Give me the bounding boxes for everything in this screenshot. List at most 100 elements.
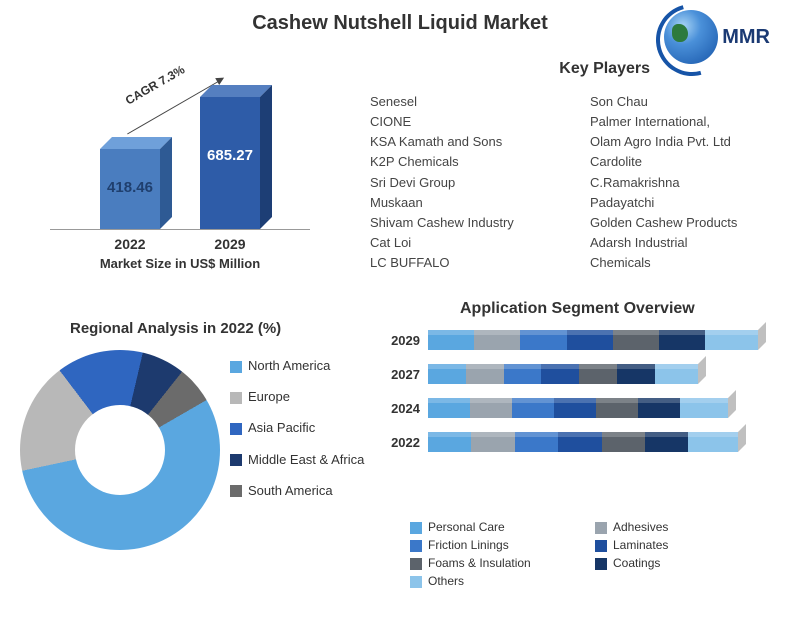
legend-label: Laminates (613, 538, 668, 552)
key-player-item: Padayatchi (590, 193, 780, 213)
legend-label: Coatings (613, 556, 660, 570)
app-row-2029: 2029 (380, 330, 780, 350)
app-row-2024: 2024 (380, 398, 780, 418)
key-player-item: Palmer International, (590, 112, 780, 132)
legend-label: Adhesives (613, 520, 668, 534)
key-player-item: LC BUFFALO (370, 253, 550, 273)
bar-segment (655, 364, 698, 384)
application-stacked-bar-chart: 2029 2027 2024 2022 (380, 330, 780, 466)
app-stacked-bar (428, 330, 758, 350)
key-player-item: Senesel (370, 92, 550, 112)
legend-label: Friction Linings (428, 538, 509, 552)
swatch-icon (230, 423, 242, 435)
key-player-item: Olam Agro India Pvt. Ltd (590, 132, 780, 152)
bar-segment (470, 398, 512, 418)
regional-legend: North America Europe Asia Pacific Middle Ea… (230, 350, 364, 506)
bar-segment (558, 432, 601, 452)
bar-segment (471, 432, 514, 452)
regional-donut-chart (20, 350, 220, 550)
legend-label: Personal Care (428, 520, 505, 534)
key-player-item: Cat Loi (370, 233, 550, 253)
bar-segment (645, 432, 688, 452)
donut-ring (20, 350, 220, 550)
legend-item: Coatings (595, 556, 780, 570)
bar-segment (428, 398, 470, 418)
bar-segment (613, 330, 659, 350)
app-year-label: 2029 (380, 333, 428, 348)
bar-segment (428, 432, 471, 452)
swatch-icon (410, 558, 422, 570)
swatch-icon (230, 392, 242, 404)
key-player-item: Chemicals (590, 253, 780, 273)
bar-segment (705, 330, 758, 350)
bar-segment (688, 432, 738, 452)
app-stacked-bar (428, 432, 738, 452)
swatch-icon (410, 576, 422, 588)
bar-segment (515, 432, 558, 452)
bar-segment (428, 330, 474, 350)
bar-segment (474, 330, 520, 350)
app-stacked-bar (428, 398, 728, 418)
key-players-col-1: SeneselCIONEKSA Kamath and SonsK2P Chemi… (370, 92, 550, 273)
donut-hole (75, 405, 165, 495)
legend-label: Foams & Insulation (428, 556, 531, 570)
bar-segment (466, 364, 504, 384)
bar-segment (602, 432, 645, 452)
legend-item: Others (410, 574, 595, 588)
bar-x-label: 2022 (100, 236, 160, 252)
bar-2022: 418.46 (100, 149, 160, 229)
legend-label: Europe (248, 389, 290, 404)
bar-segment (541, 364, 579, 384)
app-stacked-bar (428, 364, 698, 384)
bar-segment (638, 398, 680, 418)
bar-segment (596, 398, 638, 418)
bar-segment (504, 364, 542, 384)
key-players-heading: Key Players (559, 60, 650, 78)
bar-value-label: 685.27 (200, 147, 260, 164)
application-heading: Application Segment Overview (460, 300, 695, 318)
legend-item: Europe (230, 381, 364, 412)
cagr-label: CAGR 7.3% (123, 62, 187, 107)
bar-segment (680, 398, 728, 418)
app-year-label: 2022 (380, 435, 428, 450)
key-player-item: Son Chau (590, 92, 780, 112)
key-player-item: C.Ramakrishna (590, 173, 780, 193)
app-year-label: 2027 (380, 367, 428, 382)
swatch-icon (230, 454, 242, 466)
key-player-item: Muskaan (370, 193, 550, 213)
legend-label: Asia Pacific (248, 420, 315, 435)
application-legend: Personal Care Adhesives Friction Linings La… (410, 520, 780, 592)
legend-item: Friction Linings (410, 538, 595, 552)
key-player-item: CIONE (370, 112, 550, 132)
key-player-item: Shivam Cashew Industry (370, 213, 550, 233)
app-row-2022: 2022 (380, 432, 780, 452)
app-row-2027: 2027 (380, 364, 780, 384)
swatch-icon (410, 540, 422, 552)
swatch-icon (595, 558, 607, 570)
logo: MMR (664, 10, 770, 64)
legend-item: North America (230, 350, 364, 381)
logo-text: MMR (722, 26, 770, 49)
swatch-icon (230, 485, 242, 497)
swatch-icon (595, 540, 607, 552)
market-size-bar-chart: CAGR 7.3% 418.46685.27 Market Size in US… (50, 90, 310, 270)
bar-segment (567, 330, 613, 350)
key-player-item: KSA Kamath and Sons (370, 132, 550, 152)
bar-x-label: 2029 (200, 236, 260, 252)
legend-item: Foams & Insulation (410, 556, 595, 570)
legend-label: North America (248, 358, 330, 373)
key-player-item: Golden Cashew Products (590, 213, 780, 233)
swatch-icon (595, 522, 607, 534)
legend-item: Laminates (595, 538, 780, 552)
app-year-label: 2024 (380, 401, 428, 416)
bar-segment (520, 330, 566, 350)
legend-label: Middle East & Africa (248, 452, 364, 467)
legend-item: Middle East & Africa (230, 444, 364, 475)
key-players-col-2: Son ChauPalmer International,Olam Agro I… (590, 92, 780, 273)
legend-item: Asia Pacific (230, 412, 364, 443)
legend-label: South America (248, 483, 333, 498)
swatch-icon (230, 361, 242, 373)
bar-segment (512, 398, 554, 418)
key-player-item: Adarsh Industrial (590, 233, 780, 253)
key-player-item: Sri Devi Group (370, 173, 550, 193)
